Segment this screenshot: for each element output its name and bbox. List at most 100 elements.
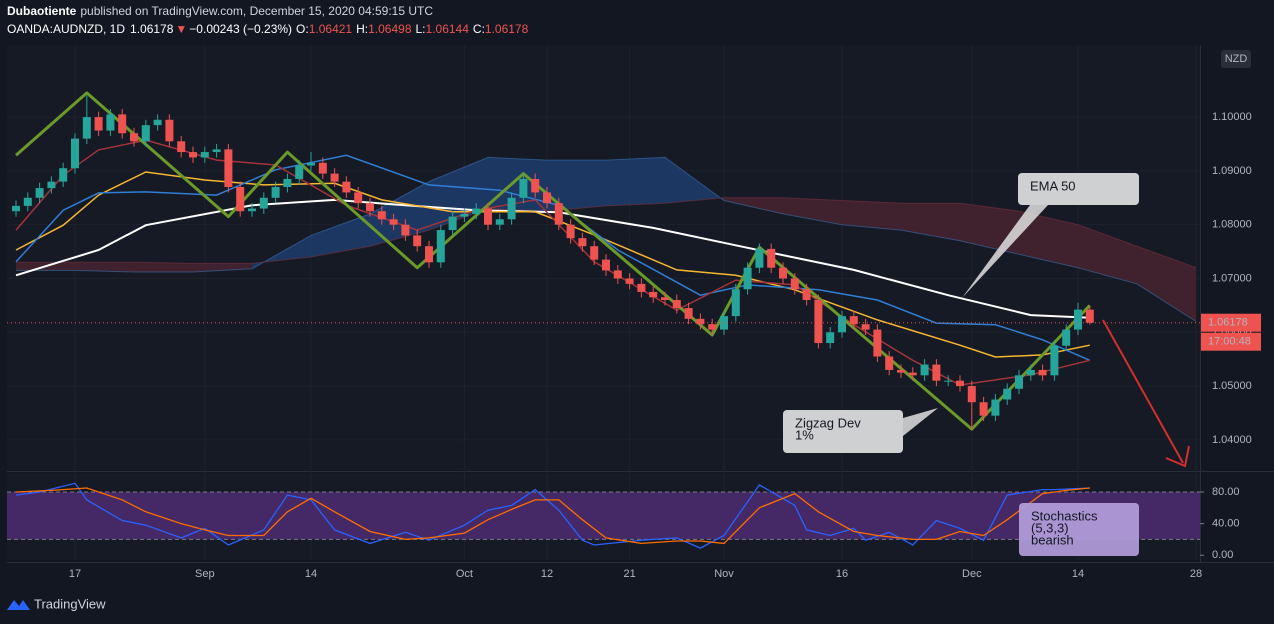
- candle-body: [283, 178, 292, 188]
- candle-body: [401, 224, 410, 236]
- annotation-box: [783, 410, 903, 453]
- candle-body: [1074, 309, 1082, 330]
- candle-body: [814, 300, 823, 344]
- candle-body: [130, 133, 138, 142]
- y-tick-label: 80.00: [1212, 486, 1240, 498]
- price-label-box: [1201, 313, 1261, 332]
- candle-body: [1015, 375, 1023, 389]
- callout-pointer: [903, 408, 938, 436]
- price-label: 1.06178: [1208, 317, 1248, 329]
- candle-body: [613, 270, 622, 279]
- x-tick-label: Nov: [714, 568, 734, 580]
- candle-body: [661, 297, 669, 300]
- plot-layer: 1.040001.050001.060001.070001.080001.090…: [7, 45, 1261, 580]
- candle-body: [602, 259, 610, 271]
- cloud-segment: [901, 203, 960, 241]
- candle-body: [672, 300, 681, 309]
- author: Dubaotiente: [7, 4, 77, 18]
- candle-body: [425, 246, 433, 263]
- cloud-segment: [842, 200, 901, 231]
- candle-body: [1026, 369, 1035, 376]
- candle-body: [307, 162, 315, 166]
- candle-body: [873, 329, 882, 357]
- candle-body: [484, 208, 492, 225]
- header-line-1: Dubaotiente published on TradingView.com,…: [7, 4, 433, 18]
- candle-body: [23, 197, 32, 206]
- cloud-segment: [75, 262, 134, 273]
- candle-body: [920, 364, 929, 376]
- y-tick-label: 1.04000: [1212, 434, 1252, 446]
- candle-body: [35, 188, 44, 198]
- candle-body: [956, 380, 964, 387]
- candle-body: [94, 117, 103, 131]
- band-fill: [7, 491, 1200, 540]
- zigzag-line: [15, 91, 1091, 431]
- candle-body: [472, 208, 481, 214]
- candle-body: [578, 238, 587, 247]
- candle-body: [932, 364, 941, 381]
- candle-body: [554, 203, 563, 225]
- high-value: 1.06498: [368, 22, 412, 36]
- candle-body: [295, 165, 304, 179]
- cloud-segment: [665, 157, 724, 204]
- candle-body: [802, 289, 811, 300]
- forecast-arrow: [1102, 319, 1184, 464]
- candle-body: [366, 203, 374, 212]
- candle-body: [696, 318, 705, 325]
- candle-body: [637, 283, 646, 292]
- candle-body: [543, 192, 551, 204]
- annotation-text: Stochastics: [1031, 508, 1098, 523]
- last-price: 1.06178: [130, 22, 174, 36]
- cloud-segment: [1019, 211, 1078, 268]
- change-arrow: ▼: [175, 22, 187, 36]
- annotation-text: bearish: [1031, 532, 1074, 547]
- annotation-text: EMA 50: [1030, 178, 1076, 193]
- candle-body: [82, 117, 91, 139]
- candle-body: [141, 125, 150, 142]
- indicator-line: [15, 171, 1090, 358]
- price-pane: [7, 45, 1200, 470]
- candle-body: [460, 213, 469, 217]
- candle-body: [165, 119, 174, 142]
- currency-button[interactable]: [1221, 50, 1251, 68]
- candle-body: [354, 192, 363, 204]
- candle-body: [177, 141, 186, 153]
- y-tick-label: 1.07000: [1212, 272, 1252, 284]
- symbol: OANDA:AUDNZD, 1D: [7, 22, 125, 36]
- countdown: 17:00:48: [1208, 336, 1251, 348]
- close-value: 1.06178: [485, 22, 529, 36]
- y-tick-label: 40.00: [1212, 518, 1240, 530]
- annotation-text: 1%: [795, 427, 814, 442]
- candle-body: [967, 386, 976, 403]
- candle-body: [330, 173, 339, 182]
- candle-body: [389, 219, 398, 225]
- cloud-segment: [311, 213, 370, 257]
- candle-body: [259, 197, 268, 209]
- y-tick-label: 1.08000: [1212, 219, 1252, 231]
- candle-body: [838, 316, 846, 333]
- candle-body: [979, 402, 988, 416]
- currency[interactable]: NZD: [1225, 53, 1248, 65]
- annotation-box: [1019, 503, 1139, 556]
- candle-body: [755, 248, 764, 268]
- x-tick-label: Dec: [962, 568, 982, 580]
- candle-body: [413, 235, 422, 247]
- y-tick-label: 0.00: [1212, 549, 1233, 561]
- candle-body: [767, 248, 776, 268]
- cloud-segment: [547, 160, 606, 212]
- candle-body: [153, 119, 162, 126]
- cloud-segment: [783, 197, 842, 225]
- header-line-2: OANDA:AUDNZD, 1D 1.06178 ▼ −0.00243 (−0.23%…: [7, 22, 529, 36]
- callout-pointer: [962, 205, 1048, 298]
- brand: TradingView: [7, 596, 106, 611]
- high-label: H:: [356, 22, 368, 36]
- candle-body: [200, 152, 209, 158]
- candle-body: [531, 178, 540, 193]
- low-value: 1.06144: [426, 22, 470, 36]
- candle-body: [342, 181, 351, 193]
- y-tick-label: 1.10000: [1212, 111, 1252, 123]
- candle-body: [507, 197, 516, 220]
- candle-body: [908, 372, 917, 376]
- candle-body: [861, 324, 870, 330]
